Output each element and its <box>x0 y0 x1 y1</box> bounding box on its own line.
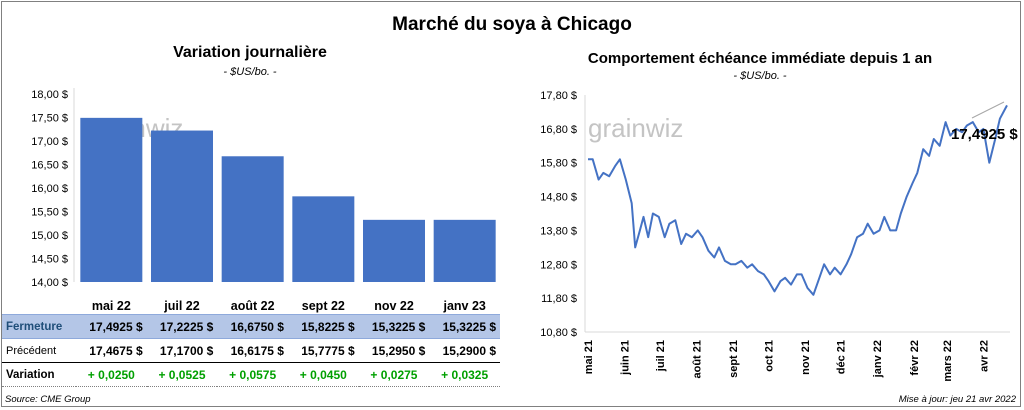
x-tick-label: mai 21 <box>583 340 595 374</box>
bar <box>221 156 284 282</box>
y-tick-label: 15,50 $ <box>31 207 68 219</box>
left-chart-subtitle: - $US/bo. - <box>223 66 277 78</box>
x-tick-label: juil 21 <box>655 340 667 372</box>
x-tick-label: oct 21 <box>764 340 776 372</box>
table-cell: + 0,0325 <box>429 362 500 387</box>
y-tick-label: 14,80 $ <box>540 192 577 204</box>
x-tick-label: août 21 <box>692 340 704 379</box>
y-tick-label: 11,80 $ <box>541 293 577 305</box>
y-tick-label: 14,00 $ <box>31 277 68 289</box>
table-cell: 17,4675 $ <box>76 338 147 363</box>
table-cell: 17,2225 $ <box>146 314 218 339</box>
x-category-label: janv 23 <box>442 299 485 313</box>
table-cell: 15,7775 $ <box>287 338 359 363</box>
row-label: Fermeture <box>2 314 76 339</box>
x-category-label: nov 22 <box>374 299 414 313</box>
x-tick-label: déc 21 <box>836 340 848 374</box>
y-tick-label: 15,00 $ <box>31 230 68 242</box>
bar-chart: grainwiz 18,00 $17,50 $17,00 $16,50 $16,… <box>31 88 496 313</box>
last-value-leader <box>971 101 1005 119</box>
table-cell: + 0,0525 <box>146 362 218 387</box>
line-chart: grainwiz 17,80 $ 16,80 $ 15,80 $ 14,80 $ 13,… <box>540 90 1018 382</box>
table-row-variation: Variation + 0,0250 + 0,0525 + 0,0575 + 0… <box>2 362 500 387</box>
main-title: Marché du soya à Chicago <box>392 14 632 35</box>
left-chart-title: Variation journalière <box>173 44 327 61</box>
right-chart-title: Comportement échéance immédiate depuis 1… <box>587 50 933 67</box>
table-cell: 15,3225 $ <box>429 314 500 339</box>
y-tick-label: 12,80 $ <box>540 259 577 271</box>
bar <box>80 117 143 282</box>
table-cell: 15,2900 $ <box>429 338 500 363</box>
table-cell: 16,6175 $ <box>217 338 288 363</box>
table-cell: + 0,0450 <box>287 362 359 387</box>
table-cell: 17,1700 $ <box>146 338 218 363</box>
x-tick-label: janv 22 <box>872 340 884 378</box>
watermark-right: grainwiz <box>588 113 683 143</box>
right-chart-subtitle: - $US/bo. - <box>733 70 787 82</box>
y-tick-label: 13,80 $ <box>540 225 577 237</box>
table-cell: 16,6750 $ <box>217 314 288 339</box>
table-cell: 15,8225 $ <box>287 314 359 339</box>
y-tick-label: 14,50 $ <box>31 254 68 266</box>
y-tick-label: 17,00 $ <box>31 136 68 148</box>
table-row-fermeture: Fermeture 17,4925 $ 17,2225 $ 16,6750 $ … <box>2 314 500 339</box>
y-tick-label: 15,80 $ <box>540 158 577 170</box>
last-value-label: 17,4925 $ <box>951 126 1018 143</box>
y-tick-label: 16,00 $ <box>31 183 68 195</box>
row-label: Variation <box>2 362 76 387</box>
bar <box>433 219 496 282</box>
y-tick-label: 10,80 $ <box>540 327 577 339</box>
table-cell: + 0,0275 <box>358 362 430 387</box>
x-tick-label: févr 22 <box>909 340 921 375</box>
series-line <box>588 104 1008 296</box>
x-category-label: juil 22 <box>163 299 199 313</box>
x-tick-label: sept 21 <box>728 340 740 378</box>
table-cell: 17,4925 $ <box>76 314 147 339</box>
y-tick-label: 18,00 $ <box>31 89 68 101</box>
source-note: Source: CME Group <box>5 394 91 405</box>
table-cell: + 0,0250 <box>76 362 147 387</box>
x-tick-label: mars 22 <box>942 340 954 382</box>
table-cell: 15,3225 $ <box>358 314 430 339</box>
bar <box>151 130 213 282</box>
y-tick-label: 16,80 $ <box>540 124 577 136</box>
row-label: Précédent <box>2 338 76 363</box>
x-tick-label: nov 21 <box>800 340 812 375</box>
x-tick-label: avr 22 <box>978 340 990 372</box>
table-cell: + 0,0575 <box>217 362 288 387</box>
y-tick-label: 16,50 $ <box>31 160 68 172</box>
x-category-label: août 22 <box>231 299 275 313</box>
y-tick-label: 17,50 $ <box>31 113 68 125</box>
update-note: Mise à jour: jeu 21 avr 2022 <box>898 394 1016 405</box>
x-category-label: sept 22 <box>302 299 345 313</box>
x-category-label: mai 22 <box>92 299 131 313</box>
bar <box>292 196 355 282</box>
price-table: Fermeture 17,4925 $ 17,2225 $ 16,6750 $ … <box>2 314 500 387</box>
bar <box>363 219 425 282</box>
x-tick-label: juin 21 <box>620 340 632 376</box>
table-cell: 15,2950 $ <box>358 338 430 363</box>
y-tick-label: 17,80 $ <box>540 90 577 102</box>
table-row-precedent: Précédent 17,4675 $ 17,1700 $ 16,6175 $ … <box>2 338 500 363</box>
